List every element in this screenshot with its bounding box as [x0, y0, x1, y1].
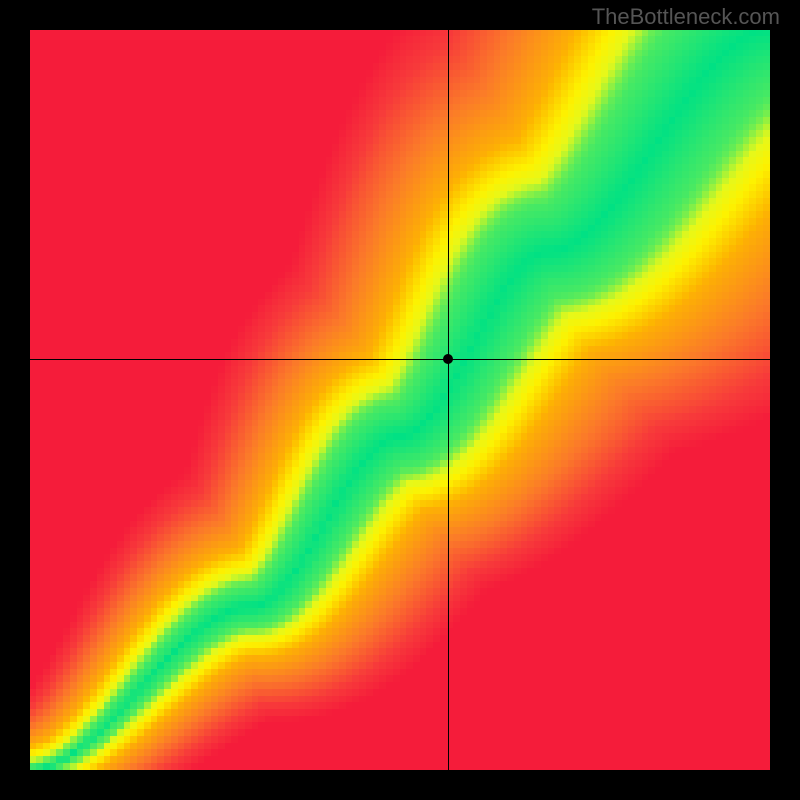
heatmap-canvas [30, 30, 770, 770]
crosshair-vertical [448, 30, 449, 770]
watermark-text: TheBottleneck.com [592, 4, 780, 30]
heatmap-plot [30, 30, 770, 770]
crosshair-marker [443, 354, 453, 364]
crosshair-horizontal [30, 359, 770, 360]
